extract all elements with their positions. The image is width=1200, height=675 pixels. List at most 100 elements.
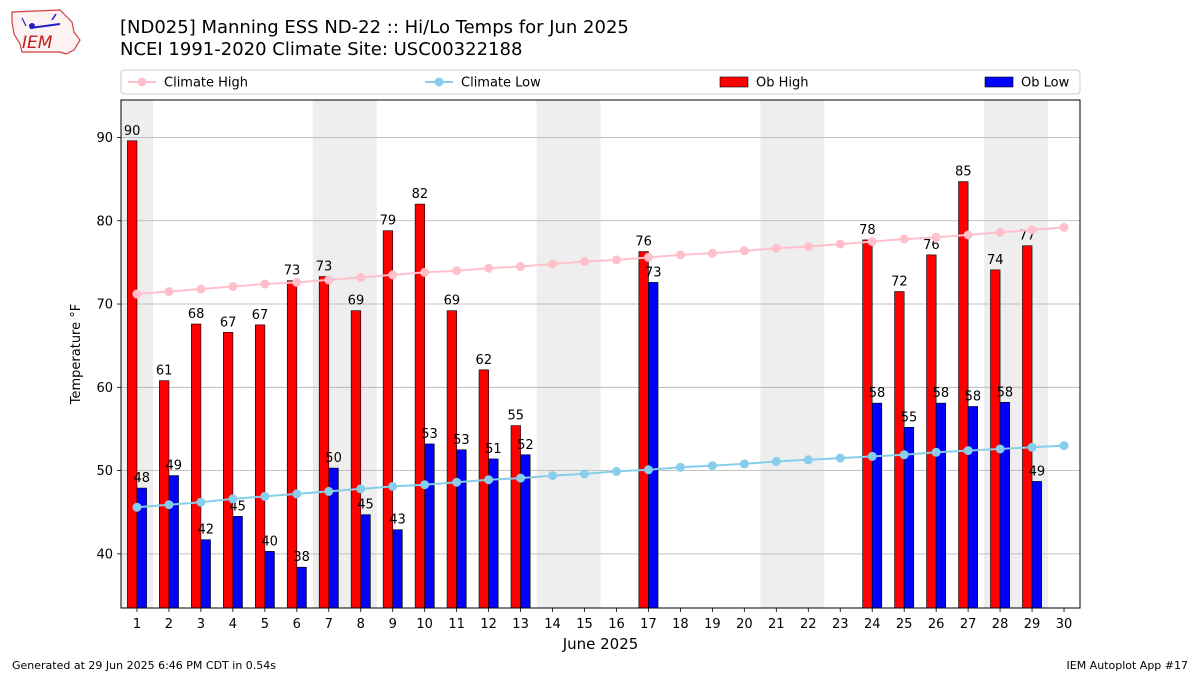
climate-high-point [931, 232, 941, 242]
climate-high-point [1059, 222, 1069, 232]
ob-low-bar [999, 402, 1010, 609]
ob-low-label: 53 [421, 427, 438, 442]
x-tick-label: 17 [640, 617, 657, 632]
climate-low-point [899, 450, 909, 460]
climate-low-point [452, 477, 462, 487]
climate-low-point [164, 500, 174, 510]
legend-label: Ob Low [1021, 76, 1070, 91]
climate-high-point [707, 248, 717, 258]
climate-low-point [739, 459, 749, 469]
climate-low-point [388, 481, 398, 491]
climate-high-point [164, 287, 174, 297]
climate-low-point [228, 494, 238, 504]
ob-low-label: 43 [389, 513, 406, 528]
x-axis-label: June 2025 [562, 635, 639, 653]
ob-low-label: 45 [357, 498, 374, 513]
climate-high-point [835, 239, 845, 249]
weekend-band [536, 100, 601, 608]
climate-low-point [995, 444, 1005, 454]
climate-low-point [132, 502, 142, 512]
ob-low-bar [168, 475, 179, 609]
climate-high-point [611, 255, 621, 265]
climate-low-point [1027, 442, 1037, 452]
ob-high-label: 76 [635, 235, 652, 250]
ob-low-label: 52 [517, 438, 534, 453]
ob-low-bar [1031, 481, 1042, 609]
climate-high-point [196, 284, 206, 294]
climate-low-point [771, 456, 781, 466]
ob-high-bar [191, 323, 202, 609]
x-tick-label: 26 [928, 617, 945, 632]
ob-high-label: 67 [252, 308, 269, 323]
x-tick-label: 20 [736, 617, 753, 632]
ob-high-bar [638, 251, 649, 609]
x-tick-label: 7 [325, 617, 333, 632]
ob-high-label: 72 [891, 275, 908, 290]
ob-low-label: 42 [197, 523, 214, 538]
ob-high-label: 73 [316, 260, 333, 275]
legend-marker [434, 77, 444, 87]
legend-label: Ob High [756, 76, 809, 91]
ob-high-bar [510, 425, 521, 609]
ob-high-label: 62 [476, 353, 493, 368]
climate-high-point [228, 282, 238, 292]
ob-high-label: 69 [444, 294, 461, 309]
climate-high-point [452, 266, 462, 276]
ob-low-bar [296, 566, 307, 609]
x-tick-label: 6 [293, 617, 301, 632]
x-tick-label: 29 [1024, 617, 1041, 632]
x-tick-label: 25 [896, 617, 913, 632]
legend-swatch [984, 76, 1014, 88]
ob-high-bar [127, 140, 138, 609]
ob-high-label: 78 [859, 223, 876, 238]
ob-high-label: 69 [348, 294, 365, 309]
ob-low-label: 53 [453, 433, 470, 448]
ob-high-bar [318, 276, 330, 609]
ob-high-bar [414, 203, 425, 609]
ob-high-bar [222, 332, 234, 609]
climate-high-point [899, 234, 909, 244]
legend: Climate High Climate Low Ob High Ob Low [120, 69, 1081, 95]
ob-low-label: 58 [933, 386, 950, 401]
climate-high-point [803, 242, 813, 252]
ob-high-bar [478, 369, 489, 609]
climate-low-point [611, 466, 621, 476]
climate-low-point [196, 497, 206, 507]
ob-low-label: 55 [901, 410, 918, 425]
climate-low-point [707, 461, 717, 471]
x-tick-label: 16 [608, 617, 625, 632]
climate-low-point [1059, 441, 1069, 451]
x-tick-label: 9 [389, 617, 397, 632]
ob-low-bar [264, 551, 275, 609]
ob-low-bar [200, 539, 211, 609]
ob-low-label: 50 [325, 451, 342, 466]
ob-high-bar [862, 239, 873, 609]
ob-high-bar [894, 291, 905, 609]
ob-high-label: 79 [380, 214, 397, 229]
climate-low-point [324, 486, 334, 496]
climate-high-point [963, 230, 973, 240]
climate-low-point [292, 489, 302, 499]
climate-low-point [675, 462, 685, 472]
weekend-band [760, 100, 825, 608]
x-tick-label: 15 [576, 617, 593, 632]
climate-low-point [420, 480, 430, 490]
ob-low-bar [424, 443, 435, 609]
svg-text:IEM: IEM [22, 33, 53, 53]
climate-high-point [739, 246, 749, 256]
x-tick-label: 13 [512, 617, 529, 632]
ob-high-bar [254, 324, 266, 609]
ob-low-bar [392, 529, 403, 609]
footer-app: IEM Autoplot App #17 [1066, 659, 1189, 672]
ob-high-bar [446, 310, 457, 609]
y-tick-label: 70 [96, 298, 113, 313]
climate-high-point [388, 270, 398, 280]
climate-high-point [675, 250, 685, 260]
x-tick-label: 11 [448, 617, 465, 632]
climate-high-point [516, 262, 526, 272]
iem-logo: IEM [11, 9, 81, 55]
climate-low-point [835, 453, 845, 463]
climate-low-point [963, 446, 973, 456]
ob-high-label: 90 [124, 124, 141, 139]
